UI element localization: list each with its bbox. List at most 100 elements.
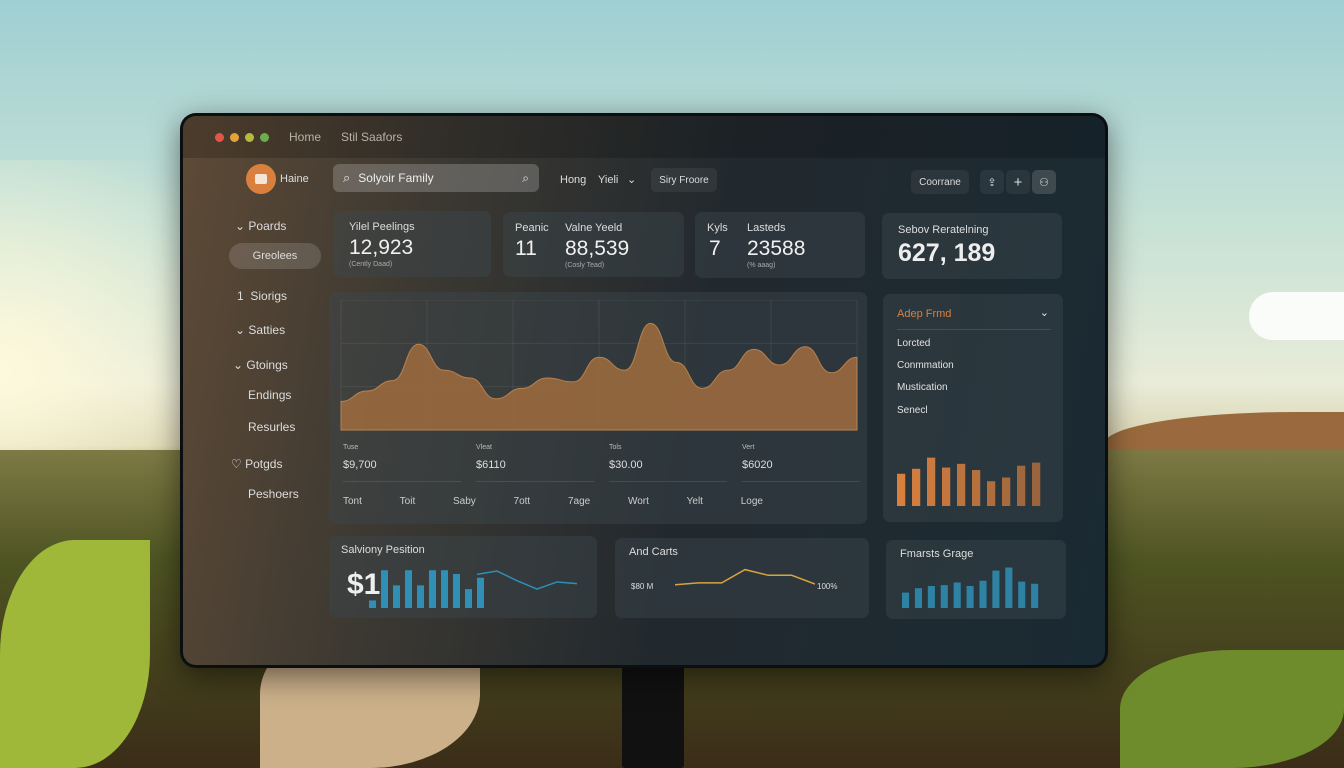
chevron-down-icon[interactable]: ⌄ bbox=[1039, 307, 1049, 319]
dropdown-title[interactable]: Adep Frmd bbox=[897, 308, 952, 320]
sidebar-item-resurles[interactable]: Resurles bbox=[248, 420, 296, 434]
nav-yield[interactable]: Yieli bbox=[598, 174, 619, 186]
sidebar-item-potgds[interactable]: ♡ Potgds bbox=[231, 457, 282, 471]
footer-label[interactable]: Tont bbox=[343, 496, 362, 507]
sidebar-item-label: Potgds bbox=[245, 457, 283, 471]
stat-label: Lasteds bbox=[747, 222, 786, 234]
stat-label: Peanic bbox=[515, 222, 549, 234]
minimize-dot[interactable] bbox=[230, 132, 239, 142]
divider bbox=[897, 329, 1051, 330]
summary-item: Tols $30.00 bbox=[609, 444, 727, 482]
stat-sub: (Cosly Tead) bbox=[565, 262, 605, 269]
sidebar-item-label: Siorigs bbox=[250, 289, 288, 303]
close-dot[interactable] bbox=[215, 132, 224, 142]
monitor: Home Stil Saafors Haine ⌕ Solyoir Family… bbox=[180, 113, 1108, 668]
sidebar-item-label: Gtoings bbox=[246, 358, 288, 372]
search-input[interactable]: ⌕ Solyoir Family ⌕ bbox=[333, 164, 539, 192]
line-series bbox=[476, 570, 578, 590]
sidebar-item-satties[interactable]: ⌄ Satties bbox=[235, 323, 285, 337]
nav-home[interactable]: Hong bbox=[560, 174, 587, 186]
search-icon[interactable]: ⌕ bbox=[522, 170, 529, 185]
main-chart-card: Tuse $9,700 Vleat $6110 Tols $30.00 Vert $6020 … bbox=[329, 292, 867, 524]
bar bbox=[465, 589, 472, 608]
extra-dot[interactable] bbox=[260, 132, 269, 142]
orange-bar-chart bbox=[897, 457, 1041, 506]
line-series bbox=[675, 568, 815, 586]
sidebar-item-label: Satties bbox=[248, 323, 286, 337]
footer-label[interactable]: 7age bbox=[567, 496, 591, 507]
right-button[interactable]: Coorrane bbox=[911, 170, 969, 194]
stat-sub: (Cently Daad) bbox=[349, 261, 393, 268]
nav-button[interactable]: Siry Froore bbox=[651, 168, 717, 192]
sidebar-item-poards[interactable]: ⌄ Poards bbox=[235, 219, 286, 233]
bar bbox=[972, 470, 981, 506]
salary-value: $1 bbox=[347, 568, 381, 601]
bar bbox=[405, 570, 412, 608]
zoom-dot[interactable] bbox=[245, 132, 254, 142]
titlebar: Home Stil Saafors bbox=[183, 116, 1105, 158]
bar bbox=[453, 573, 460, 608]
bar bbox=[897, 473, 906, 506]
bar bbox=[979, 580, 987, 608]
search-value: Solyoir Family bbox=[358, 171, 434, 185]
footer-label[interactable]: 7ott bbox=[513, 496, 531, 507]
heart-icon: ♡ bbox=[231, 457, 246, 471]
bar bbox=[927, 457, 936, 506]
bar bbox=[417, 585, 424, 608]
bar bbox=[902, 592, 910, 608]
stat-sub: (% aaag) bbox=[747, 262, 776, 269]
footer-label[interactable]: Saby bbox=[452, 496, 476, 507]
bar bbox=[441, 570, 448, 608]
titlebar-link[interactable]: Stil Saafors bbox=[341, 130, 403, 144]
titlebar-link[interactable]: Home bbox=[289, 130, 322, 144]
sidebar-item-label: Poards bbox=[248, 219, 287, 233]
sidebar-item-gtoings[interactable]: ⌄ Gtoings bbox=[233, 358, 288, 372]
sidebar-item-peshoers[interactable]: Peshoers bbox=[248, 487, 299, 501]
stat-value: 88,539 bbox=[565, 237, 630, 260]
bar bbox=[957, 463, 966, 506]
stat-card: Sebov Reratelning 627, 189 bbox=[882, 213, 1062, 279]
stat-label: Valne Yeeld bbox=[565, 222, 623, 234]
card-title: Salviony Pesition bbox=[341, 544, 425, 556]
dropdown-card: Adep Frmd ⌄ Lorcted Conmmation Musticati… bbox=[883, 294, 1063, 522]
plus-icon[interactable]: + bbox=[1006, 170, 1030, 194]
summary-value: $30.00 bbox=[609, 459, 643, 471]
summary-value: $6020 bbox=[742, 459, 773, 471]
chevron-down-icon: ⌄ bbox=[235, 219, 249, 233]
menu-item[interactable]: Lorcted bbox=[897, 338, 931, 349]
footer-label[interactable]: Yelt bbox=[686, 496, 703, 507]
footer-label[interactable]: Toit bbox=[399, 496, 416, 507]
footer-label[interactable]: Wort bbox=[627, 496, 649, 507]
user-icon[interactable]: ⚇ bbox=[1032, 170, 1056, 194]
brand-logo[interactable] bbox=[246, 164, 276, 194]
carts-right-label: 100% bbox=[817, 582, 838, 591]
menu-item[interactable]: Conmmation bbox=[897, 360, 954, 371]
menu-item[interactable]: Senecl bbox=[897, 405, 928, 416]
bar bbox=[429, 570, 436, 608]
footer-row: Tont Toit Saby 7ott 7age Wort Yelt Loge bbox=[343, 496, 763, 507]
footer-label[interactable]: Loge bbox=[740, 496, 763, 507]
forecast-card: Fmarsts Grage bbox=[886, 540, 1066, 619]
bar bbox=[914, 588, 923, 608]
summary-item: Vert $6020 bbox=[742, 444, 860, 482]
share-icon[interactable]: ⇪ bbox=[980, 170, 1004, 194]
bag-icon bbox=[255, 174, 267, 184]
area-series bbox=[340, 322, 858, 431]
menu-item[interactable]: Mustication bbox=[897, 382, 948, 393]
bar bbox=[1005, 567, 1013, 608]
card-title: Fmarsts Grage bbox=[900, 548, 974, 560]
bar bbox=[1017, 465, 1026, 506]
bar bbox=[1031, 583, 1039, 608]
stat-value: 11 bbox=[515, 237, 537, 260]
bar bbox=[1032, 462, 1041, 506]
chevron-down-icon: ⌄ bbox=[235, 323, 249, 337]
chevron-down-icon[interactable]: ⌄ bbox=[627, 174, 637, 186]
sidebar-item-greolees[interactable]: Greolees bbox=[229, 243, 321, 269]
bar bbox=[942, 467, 951, 506]
bar bbox=[477, 577, 484, 608]
sidebar-item-endings[interactable]: Endings bbox=[248, 388, 292, 402]
sidebar-item-siorigs[interactable]: 1 Siorigs bbox=[237, 289, 288, 303]
summary-item: Tuse $9,700 bbox=[343, 444, 461, 482]
hill bbox=[1104, 412, 1344, 452]
stat-card: Kyls 7 Lasteds 23588 (% aaag) bbox=[695, 212, 865, 278]
